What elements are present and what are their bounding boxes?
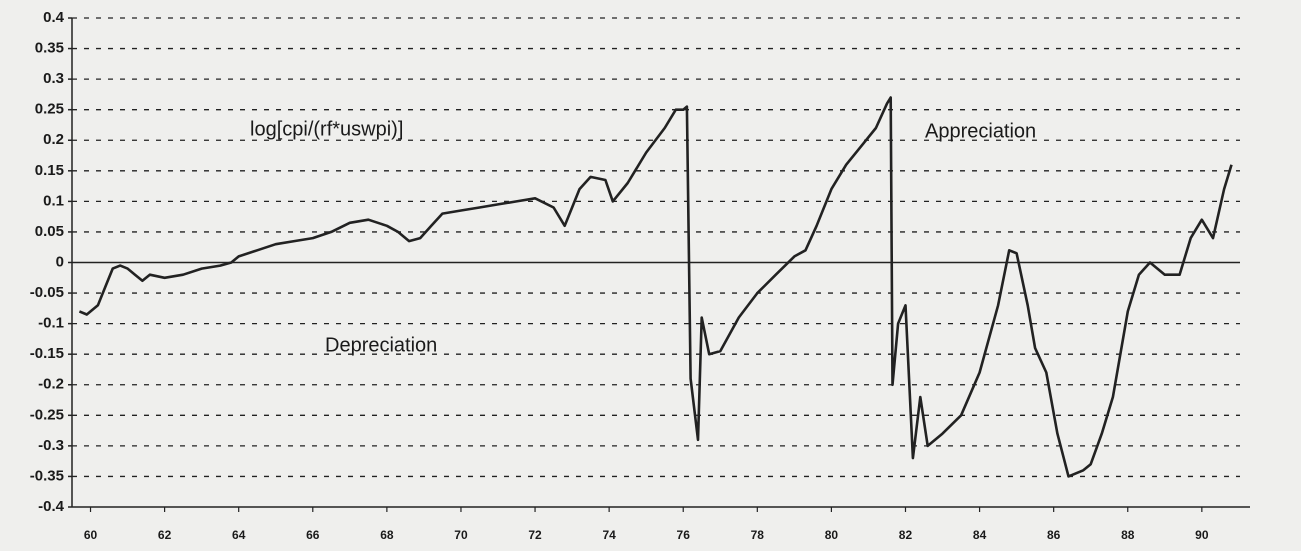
y-tick-label: 0.15 [35,162,64,179]
y-tick-label: -0.2 [38,376,64,393]
y-tick-label: 0.1 [43,192,64,209]
y-tick-label: 0.4 [43,9,65,26]
y-tick-label: -0.35 [30,467,64,484]
y-tick-label: -0.25 [30,406,64,423]
y-tick-label: 0.2 [43,131,64,148]
y-tick-label: -0.15 [30,345,64,362]
x-tick-label: 90 [1195,528,1209,542]
x-tick-label: 76 [677,528,691,542]
x-tick-label: 78 [751,528,765,542]
annotation: Depreciation [325,334,437,356]
x-tick-label: 68 [380,528,394,542]
x-tick-label: 64 [232,528,246,542]
x-tick-label: 82 [899,528,913,542]
annotation: log[cpi/(rf*uswpi)] [250,118,403,140]
y-tick-label: 0 [56,253,64,270]
y-tick-label: -0.4 [38,498,65,515]
y-tick-label: -0.3 [38,437,64,454]
x-tick-label: 70 [454,528,468,542]
y-tick-label: 0.05 [35,223,64,240]
x-tick-label: 66 [306,528,320,542]
x-tick-label: 72 [528,528,542,542]
x-tick-label: 86 [1047,528,1061,542]
x-tick-label: 74 [602,528,616,542]
y-tick-label: 0.35 [35,40,64,57]
x-tick-label: 88 [1121,528,1135,542]
y-tick-label: 0.25 [35,101,64,118]
x-tick-label: 80 [825,528,839,542]
x-tick-label: 84 [973,528,987,542]
y-tick-label: -0.1 [38,315,64,332]
annotation: Appreciation [925,120,1036,142]
x-tick-label: 62 [158,528,172,542]
x-tick-label: 60 [84,528,98,542]
y-tick-label: -0.05 [30,284,64,301]
data-line [78,96,1233,478]
y-tick-label: 0.3 [43,70,64,87]
